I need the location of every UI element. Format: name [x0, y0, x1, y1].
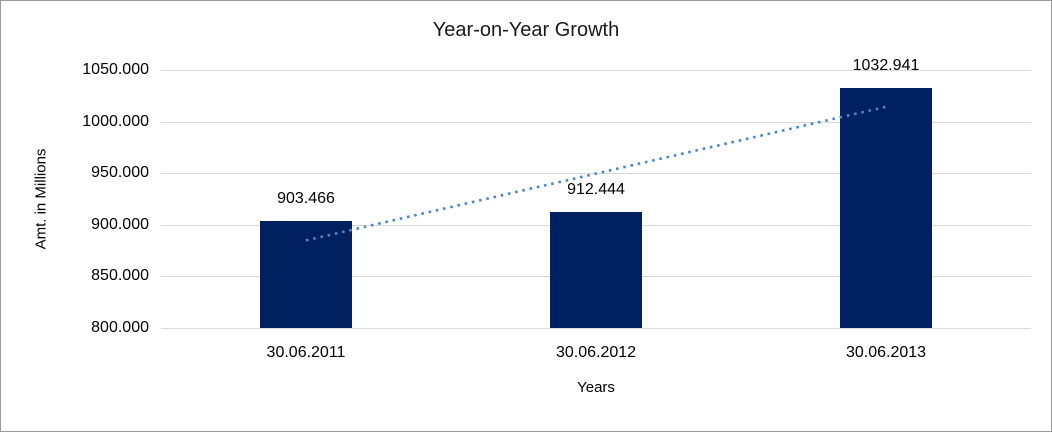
- y-tick-label: 950.000: [91, 164, 149, 182]
- x-tick-label: 30.06.2012: [555, 344, 637, 361]
- bar: [550, 211, 642, 328]
- x-axis-title: Years: [577, 379, 615, 396]
- y-tick-label: 1000.000: [82, 112, 149, 130]
- gridline: [161, 328, 1031, 329]
- x-tick-label: 30.06.2013: [845, 344, 927, 361]
- y-tick-label: 1050.000: [82, 61, 149, 78]
- bar: [260, 221, 352, 328]
- gridline: [161, 70, 1031, 71]
- y-tick-label: 900.000: [91, 215, 149, 233]
- bar: [840, 87, 932, 328]
- chart-title: Year-on-Year Growth: [432, 19, 620, 41]
- y-tick-label: 800.000: [91, 319, 149, 336]
- y-axis-title: Amt. in Millions: [32, 148, 50, 250]
- plot-area: [161, 70, 1031, 329]
- x-tick-label: 30.06.2011: [266, 344, 346, 361]
- y-tick-label: 850.000: [91, 267, 149, 285]
